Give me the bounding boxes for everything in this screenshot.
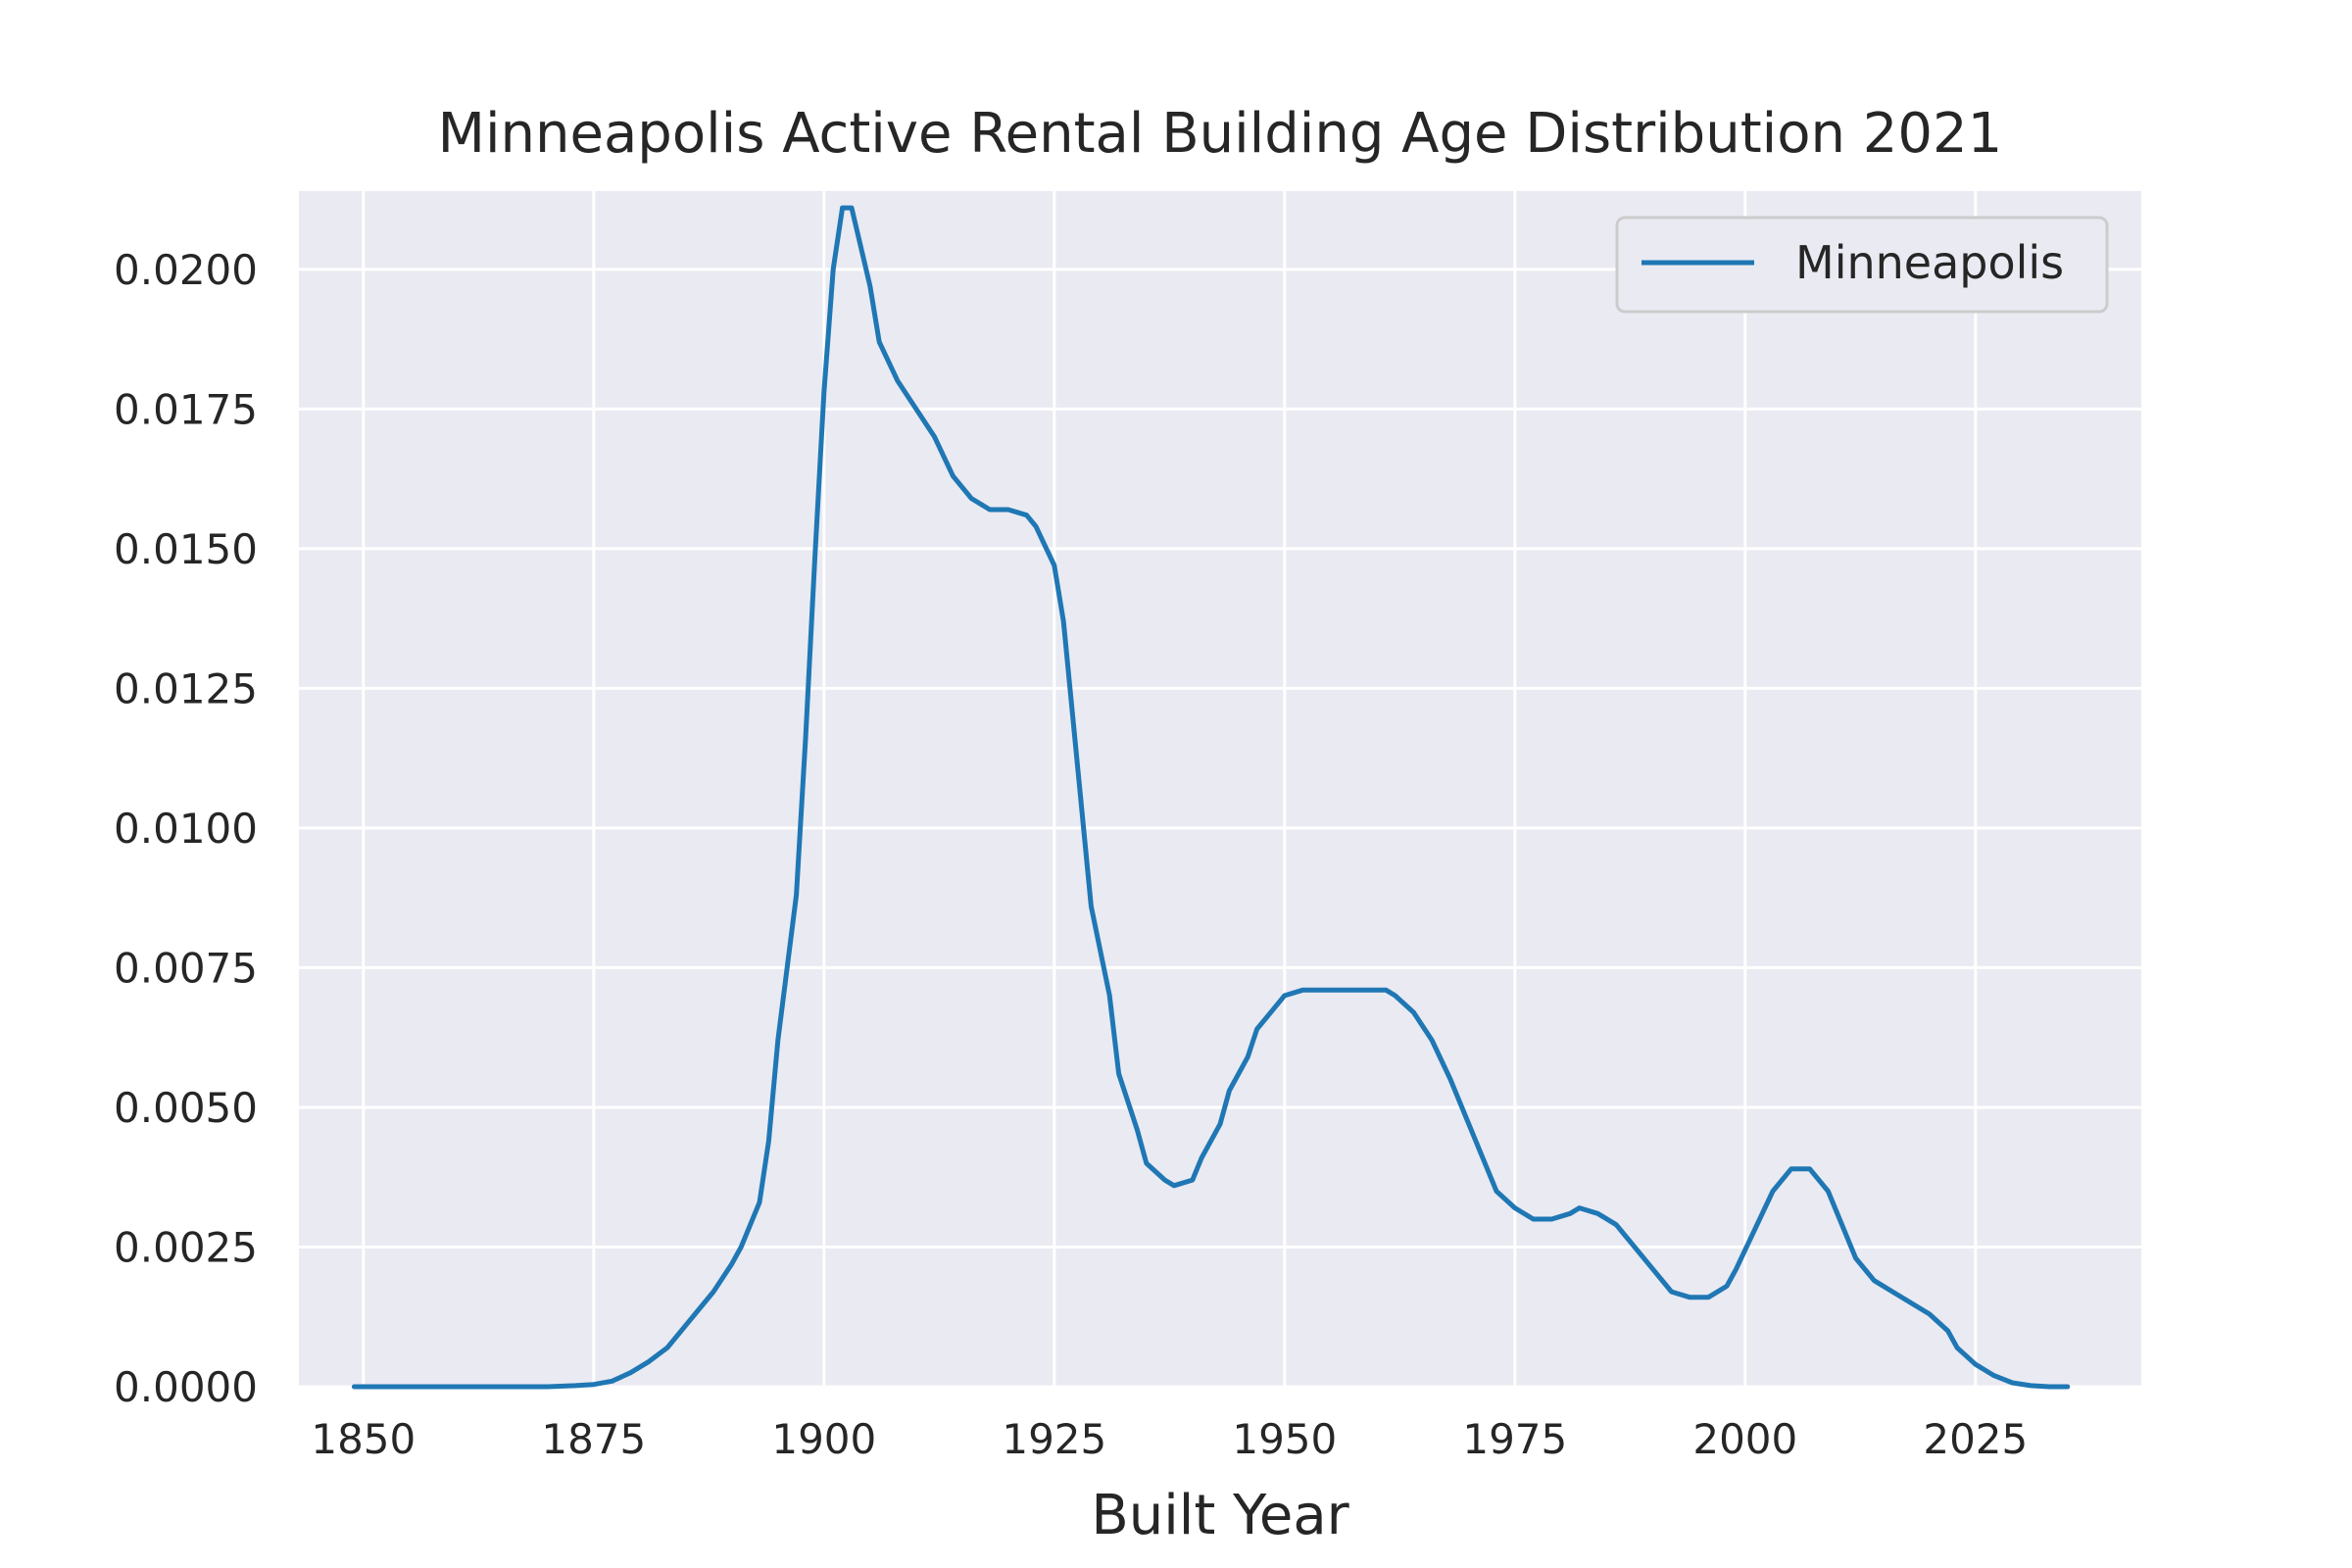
series-layer xyxy=(351,205,2071,1390)
x-tick-label: 1900 xyxy=(771,1415,876,1463)
legend-label: Minneapolis xyxy=(1795,236,2064,289)
y-tick-label: 0.0175 xyxy=(114,385,258,433)
y-axis: 0.0000 0.0025 0.0050 0.0075 0.0100 0.0125 0.01… xyxy=(114,246,258,1411)
chart-title: Minneapolis Active Rental Building Age D… xyxy=(438,102,2003,166)
x-tick-label: 1925 xyxy=(1002,1415,1106,1463)
y-tick-label: 0.0150 xyxy=(114,525,258,573)
x-axis-label: Built Year xyxy=(1091,1484,1349,1547)
y-tick-label: 0.0125 xyxy=(114,664,258,712)
x-tick-label: 1975 xyxy=(1462,1415,1567,1463)
y-tick-label: 0.0050 xyxy=(114,1084,258,1132)
x-tick-label: 1850 xyxy=(311,1415,416,1463)
legend: Minneapolis xyxy=(1615,216,2109,314)
x-tick-label: 2000 xyxy=(1692,1415,1797,1463)
y-tick-label: 0.0200 xyxy=(114,246,258,294)
y-tick-label: 0.0100 xyxy=(114,805,258,853)
x-tick-label: 2025 xyxy=(1923,1415,2028,1463)
legend-box xyxy=(1615,216,2109,314)
x-tick-label: 1875 xyxy=(541,1415,646,1463)
x-tick-label: 1950 xyxy=(1232,1415,1337,1463)
y-tick-label: 0.0025 xyxy=(114,1223,258,1271)
series-line xyxy=(351,205,2071,1390)
y-tick-label: 0.0075 xyxy=(114,944,258,992)
y-tick-label: 0.0000 xyxy=(114,1363,258,1411)
x-axis: 1850 1875 1900 1925 1950 1975 2000 2025 xyxy=(311,1415,2028,1463)
plot-area xyxy=(299,191,2141,1387)
